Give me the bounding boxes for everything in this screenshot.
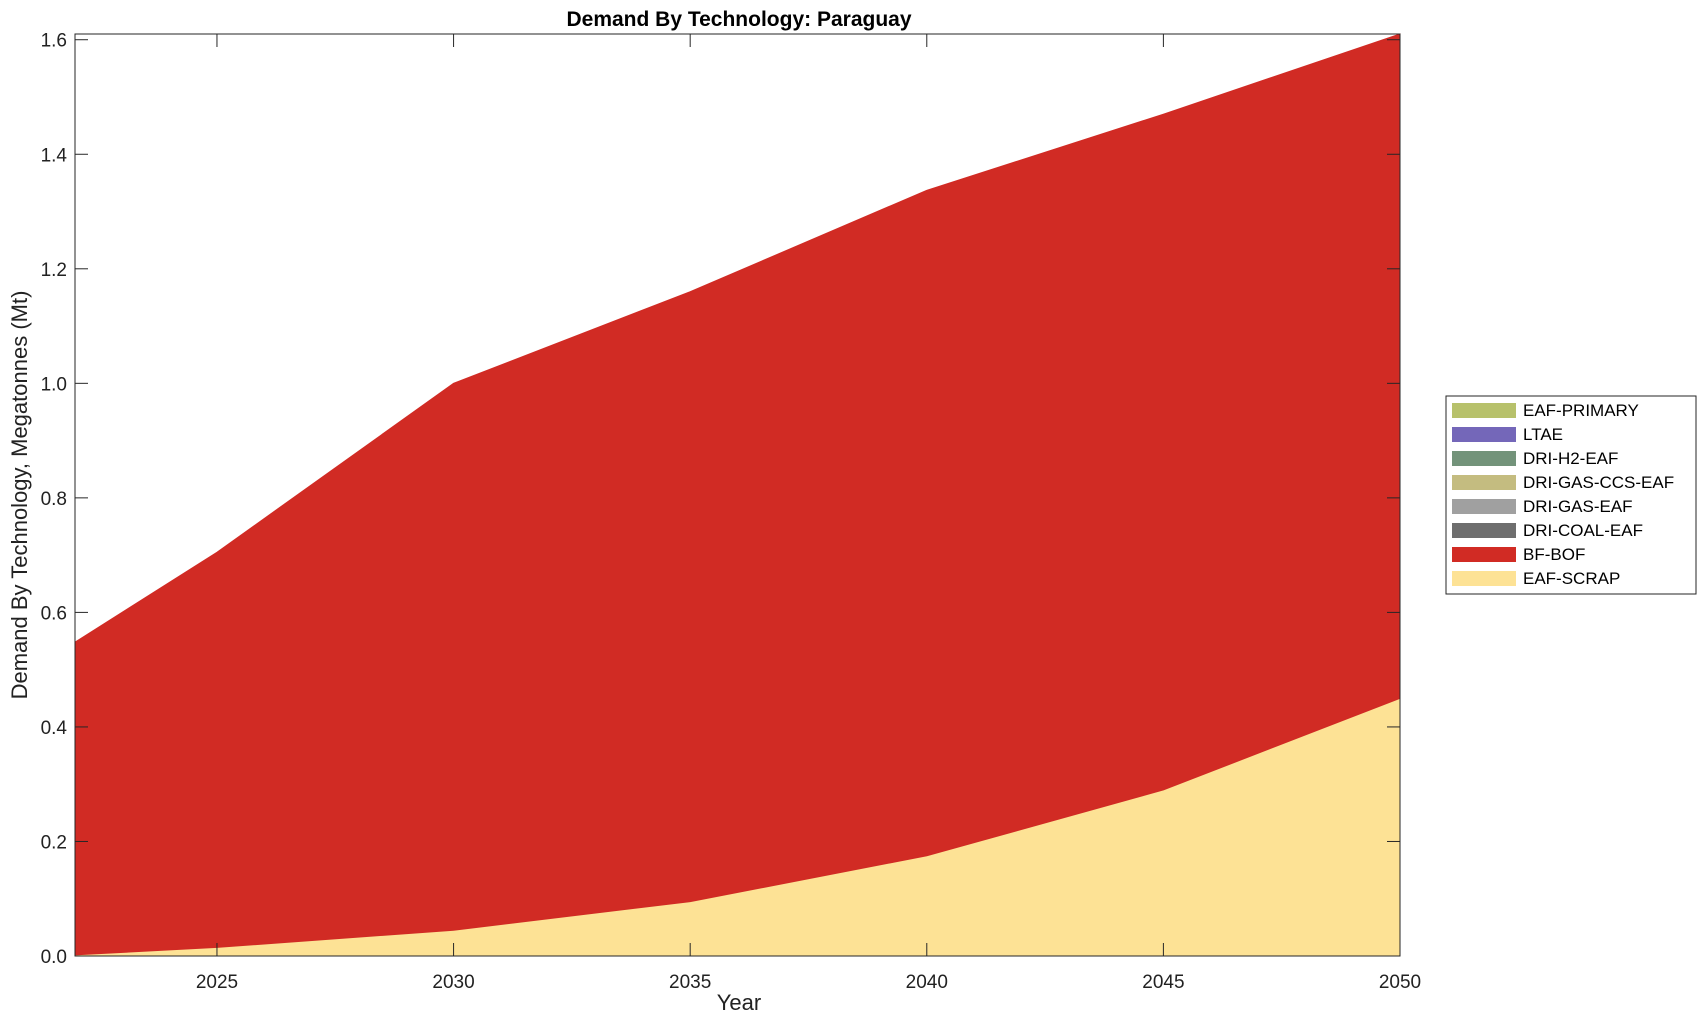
legend-swatch-bf-bof bbox=[1452, 547, 1516, 562]
legend-label-dri-h2-eaf: DRI-H2-EAF bbox=[1523, 449, 1618, 468]
y-axis: 0.0 0.2 0.4 0.6 0.8 1.0 1.2 1.4 1.6 bbox=[41, 31, 1400, 968]
legend-label-eaf-scrap: EAF-SCRAP bbox=[1523, 569, 1620, 588]
x-tick-label: 2030 bbox=[432, 972, 474, 993]
legend-swatch-eaf-primary bbox=[1452, 403, 1516, 418]
y-tick-label: 0.4 bbox=[41, 718, 68, 739]
legend-box bbox=[1445, 395, 1697, 595]
y-tick-label: 0.0 bbox=[41, 947, 67, 968]
chart-title: Demand By Technology: Paraguay bbox=[566, 8, 911, 31]
x-axis: 2025 2030 2035 2040 2045 2050 bbox=[196, 34, 1421, 993]
legend-swatch-dri-gas-ccs-eaf bbox=[1452, 475, 1516, 490]
legend-label-dri-gas-ccs-eaf: DRI-GAS-CCS-EAF bbox=[1523, 473, 1674, 492]
y-tick-label: 1.2 bbox=[41, 260, 67, 281]
legend-label-dri-gas-eaf: DRI-GAS-EAF bbox=[1523, 497, 1633, 516]
x-tick-label: 2040 bbox=[906, 972, 948, 993]
legend-swatch-dri-gas-eaf bbox=[1452, 499, 1516, 514]
legend-label-dri-coal-eaf: DRI-COAL-EAF bbox=[1523, 521, 1643, 540]
legend-swatch-dri-h2-eaf bbox=[1452, 451, 1516, 466]
legend-label-bf-bof: BF-BOF bbox=[1523, 545, 1585, 564]
legend-swatch-ltae bbox=[1452, 427, 1516, 442]
legend: EAF-PRIMARY LTAE DRI-H2-EAF DRI-GAS-CCS-EAF… bbox=[1445, 395, 1697, 595]
y-tick-label: 0.6 bbox=[41, 603, 67, 624]
x-tick-label: 2045 bbox=[1142, 972, 1184, 993]
y-tick-label: 0.8 bbox=[41, 489, 67, 510]
legend-swatch-dri-coal-eaf bbox=[1452, 523, 1516, 538]
y-tick-label: 1.0 bbox=[41, 374, 67, 395]
x-tick-label: 2050 bbox=[1379, 972, 1421, 993]
y-tick-label: 1.4 bbox=[41, 145, 68, 166]
y-axis-label: Demand By Technology, Megatonnes (Mt) bbox=[7, 291, 32, 700]
plot-frame bbox=[74, 33, 1401, 957]
x-axis-label: Year bbox=[717, 990, 761, 1015]
x-tick-label: 2035 bbox=[669, 972, 711, 993]
legend-label-eaf-primary: EAF-PRIMARY bbox=[1523, 401, 1639, 420]
legend-label-ltae: LTAE bbox=[1523, 425, 1563, 444]
y-tick-label: 1.6 bbox=[41, 31, 67, 52]
legend-swatch-eaf-scrap bbox=[1452, 571, 1516, 586]
x-tick-label: 2025 bbox=[196, 972, 238, 993]
y-tick-label: 0.2 bbox=[41, 832, 67, 853]
